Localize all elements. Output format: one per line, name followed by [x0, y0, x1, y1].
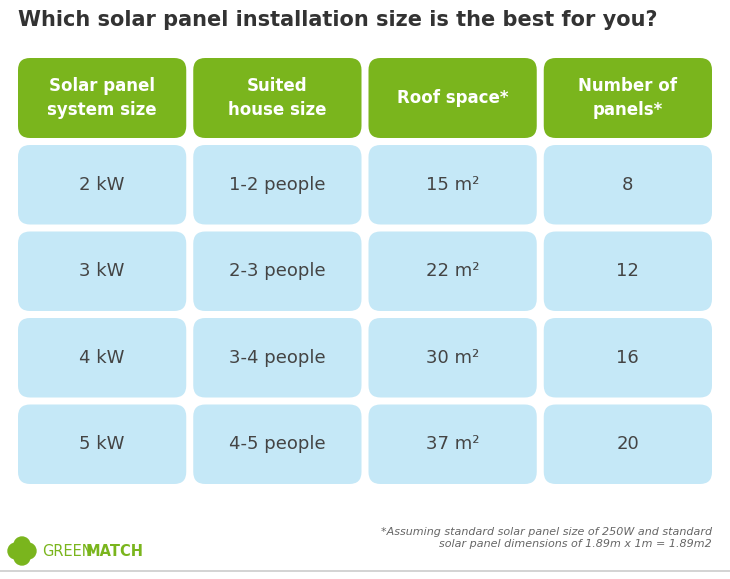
Text: 16: 16	[617, 349, 639, 367]
Circle shape	[8, 543, 24, 559]
Text: GREEN: GREEN	[42, 544, 93, 559]
Text: MATCH: MATCH	[86, 544, 144, 559]
FancyBboxPatch shape	[18, 145, 186, 225]
Text: 30 m²: 30 m²	[426, 349, 480, 367]
Text: 15 m²: 15 m²	[426, 176, 480, 194]
FancyBboxPatch shape	[18, 405, 186, 484]
Text: 2-3 people: 2-3 people	[229, 262, 326, 280]
Text: 22 m²: 22 m²	[426, 262, 480, 280]
Text: 2 kW: 2 kW	[80, 176, 125, 194]
FancyBboxPatch shape	[369, 145, 537, 225]
FancyBboxPatch shape	[18, 318, 186, 398]
Text: 4-5 people: 4-5 people	[229, 435, 326, 453]
FancyBboxPatch shape	[18, 58, 186, 138]
Text: Number of
panels*: Number of panels*	[578, 77, 677, 119]
FancyBboxPatch shape	[193, 318, 361, 398]
Text: Roof space*: Roof space*	[397, 89, 508, 107]
Circle shape	[14, 549, 30, 565]
Text: 8: 8	[622, 176, 634, 194]
FancyBboxPatch shape	[193, 58, 361, 138]
Text: Which solar panel installation size is the best for you?: Which solar panel installation size is t…	[18, 10, 658, 30]
FancyBboxPatch shape	[544, 145, 712, 225]
FancyBboxPatch shape	[369, 232, 537, 311]
Text: 4 kW: 4 kW	[80, 349, 125, 367]
Text: 5 kW: 5 kW	[80, 435, 125, 453]
Text: 3 kW: 3 kW	[80, 262, 125, 280]
Text: 1-2 people: 1-2 people	[229, 176, 326, 194]
FancyBboxPatch shape	[193, 405, 361, 484]
FancyBboxPatch shape	[369, 58, 537, 138]
FancyBboxPatch shape	[369, 405, 537, 484]
Text: 20: 20	[617, 435, 639, 453]
FancyBboxPatch shape	[193, 232, 361, 311]
Text: 3-4 people: 3-4 people	[229, 349, 326, 367]
FancyBboxPatch shape	[369, 318, 537, 398]
FancyBboxPatch shape	[193, 145, 361, 225]
FancyBboxPatch shape	[544, 318, 712, 398]
FancyBboxPatch shape	[544, 405, 712, 484]
FancyBboxPatch shape	[544, 232, 712, 311]
Text: Suited
house size: Suited house size	[228, 77, 326, 119]
Circle shape	[20, 543, 36, 559]
FancyBboxPatch shape	[544, 58, 712, 138]
Text: 12: 12	[616, 262, 639, 280]
FancyBboxPatch shape	[18, 232, 186, 311]
Text: *Assuming standard solar panel size of 250W and standard
solar panel dimensions : *Assuming standard solar panel size of 2…	[381, 527, 712, 548]
Text: Solar panel
system size: Solar panel system size	[47, 77, 157, 119]
Circle shape	[14, 537, 30, 553]
Text: 37 m²: 37 m²	[426, 435, 480, 453]
